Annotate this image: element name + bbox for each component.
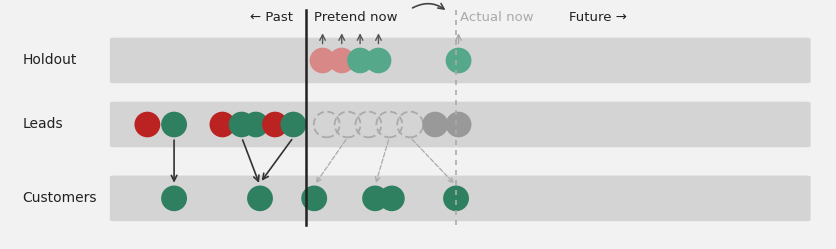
Ellipse shape — [161, 112, 186, 137]
Ellipse shape — [445, 112, 471, 137]
FancyBboxPatch shape — [110, 102, 809, 147]
Text: Actual now: Actual now — [460, 11, 533, 24]
Ellipse shape — [209, 112, 235, 137]
Ellipse shape — [347, 48, 373, 73]
Text: Holdout: Holdout — [23, 54, 77, 67]
Ellipse shape — [161, 186, 186, 211]
Ellipse shape — [309, 48, 335, 73]
Ellipse shape — [301, 186, 327, 211]
Text: Leads: Leads — [23, 118, 63, 131]
Ellipse shape — [362, 186, 388, 211]
Text: ← Past: ← Past — [250, 11, 293, 24]
Ellipse shape — [228, 112, 254, 137]
Text: Future →: Future → — [568, 11, 626, 24]
Ellipse shape — [280, 112, 306, 137]
Text: Customers: Customers — [23, 191, 97, 205]
Ellipse shape — [445, 48, 471, 73]
FancyBboxPatch shape — [110, 38, 809, 83]
Ellipse shape — [379, 186, 405, 211]
Text: Pretend now: Pretend now — [314, 11, 397, 24]
Ellipse shape — [247, 186, 273, 211]
Ellipse shape — [365, 48, 391, 73]
Ellipse shape — [421, 112, 447, 137]
Ellipse shape — [242, 112, 268, 137]
FancyBboxPatch shape — [110, 176, 809, 221]
Ellipse shape — [442, 186, 468, 211]
Ellipse shape — [262, 112, 288, 137]
Ellipse shape — [329, 48, 354, 73]
Ellipse shape — [135, 112, 161, 137]
